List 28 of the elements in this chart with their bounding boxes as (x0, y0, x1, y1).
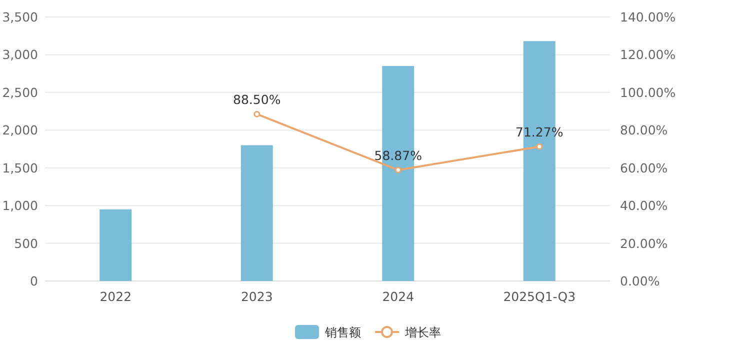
bar (240, 145, 273, 281)
y2-tick-label: 40.00% (620, 198, 668, 214)
y-tick-label: 0 (30, 274, 38, 288)
y2-tick-label: 80.00% (620, 122, 668, 138)
point (394, 166, 402, 174)
y-tick-label: 3,500 (2, 10, 38, 24)
y-tick-label: 1,000 (2, 198, 38, 214)
x-tick-label: 2022 (100, 289, 132, 304)
y-tick-label: 3,000 (2, 47, 38, 62)
x-tick-label: 2025Q1-Q3 (503, 289, 576, 304)
y2-tick-label: 120.00% (620, 47, 676, 62)
legend-label: 增长率 (404, 326, 441, 340)
y2-tick-label: 140.00% (620, 10, 676, 24)
legend-label: 销售额 (324, 326, 361, 340)
bar (100, 209, 132, 281)
y-tick-label: 2,500 (2, 84, 38, 100)
y2-tick-label: 0.00% (620, 274, 660, 288)
y-tick-label: 2,000 (2, 122, 38, 138)
x-tick-label: 2024 (382, 289, 414, 304)
x-tick-label: 2023 (240, 289, 273, 304)
y2-tick-label: 60.00% (620, 160, 668, 176)
y2-tick-label: 100.00% (620, 84, 676, 100)
y-tick-label: 500 (14, 236, 38, 251)
y-tick-label: 1,500 (2, 160, 38, 176)
point (254, 110, 260, 118)
data-label: 88.50% (233, 92, 281, 108)
point (536, 143, 543, 150)
y2-tick-label: 20.00% (620, 236, 668, 251)
